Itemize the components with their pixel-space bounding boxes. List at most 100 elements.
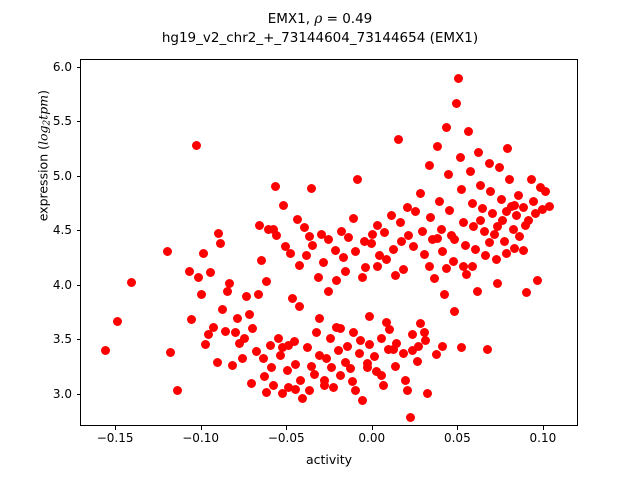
y-tick-label: 5.5	[52, 114, 72, 129]
data-point	[438, 342, 448, 352]
data-point	[265, 341, 275, 351]
data-point	[465, 166, 475, 176]
data-point	[472, 286, 482, 296]
data-point	[251, 346, 261, 356]
data-point	[364, 311, 374, 321]
data-point	[351, 247, 361, 257]
data-point	[515, 232, 525, 242]
data-point	[484, 237, 494, 247]
ylabel-suffix: )	[35, 89, 51, 95]
data-point	[424, 161, 434, 171]
data-point	[375, 250, 385, 260]
data-point	[349, 328, 359, 338]
data-point	[464, 127, 474, 137]
data-point	[522, 287, 532, 297]
data-point	[440, 289, 450, 299]
data-point	[306, 184, 316, 194]
data-point	[224, 279, 234, 289]
data-point	[166, 347, 176, 357]
data-point	[101, 345, 111, 355]
data-point	[287, 294, 297, 304]
y-tick-mark	[76, 230, 80, 232]
data-point	[193, 272, 203, 282]
data-point	[457, 185, 467, 195]
data-point	[373, 221, 383, 231]
data-point	[388, 344, 398, 354]
data-point	[275, 351, 285, 361]
data-point	[291, 359, 301, 369]
data-point	[284, 341, 294, 351]
data-point	[260, 371, 270, 381]
data-point	[286, 248, 296, 258]
data-point	[203, 330, 213, 340]
data-point	[496, 195, 506, 205]
data-point	[484, 159, 494, 169]
data-point	[269, 224, 279, 234]
data-point	[429, 273, 439, 283]
data-point	[284, 382, 294, 392]
data-point	[388, 245, 398, 255]
x-tick-mark	[371, 426, 373, 430]
data-point	[474, 148, 484, 158]
data-point	[346, 364, 356, 374]
data-point	[339, 252, 349, 262]
data-point	[358, 272, 367, 282]
data-point	[351, 385, 361, 395]
data-point	[486, 187, 496, 197]
data-point	[289, 336, 299, 346]
data-point	[217, 305, 227, 315]
y-tick-mark	[76, 121, 80, 123]
data-point	[541, 187, 551, 197]
data-point	[445, 206, 455, 215]
data-point	[513, 190, 523, 200]
data-point	[241, 292, 251, 302]
data-point	[458, 218, 468, 227]
data-point	[231, 328, 241, 338]
data-point	[361, 262, 371, 272]
data-point	[311, 328, 321, 338]
y-tick-mark	[76, 339, 80, 341]
data-point	[477, 203, 487, 213]
data-point	[323, 235, 333, 245]
data-point	[431, 349, 441, 359]
data-point	[320, 380, 330, 390]
ylabel-prefix: expression (	[35, 145, 51, 222]
data-point	[258, 354, 268, 364]
data-point	[460, 240, 470, 250]
data-point	[327, 363, 337, 373]
data-point	[245, 309, 255, 319]
data-point	[186, 315, 196, 325]
data-point	[380, 227, 390, 237]
y-tick-label: 4.0	[52, 277, 72, 292]
data-point	[197, 289, 207, 299]
ylabel-math-sub: 2	[42, 119, 53, 126]
data-point	[409, 241, 419, 251]
data-point	[423, 389, 433, 399]
data-point	[469, 222, 479, 232]
data-point	[342, 342, 352, 352]
data-point	[503, 143, 513, 153]
data-point	[448, 257, 458, 267]
y-tick-mark	[76, 66, 80, 68]
data-point	[263, 224, 273, 234]
data-point	[455, 152, 465, 162]
data-point	[267, 363, 277, 373]
title-gene-prefix: EMX1,	[267, 11, 315, 27]
data-point	[481, 250, 491, 260]
title-rho-symbol: ρ	[314, 11, 323, 27]
data-point	[510, 200, 520, 210]
data-point	[381, 255, 391, 265]
data-point	[323, 286, 333, 296]
data-point	[238, 354, 248, 364]
data-point	[426, 212, 436, 222]
data-point	[299, 223, 309, 233]
data-point	[518, 246, 528, 256]
data-point	[281, 241, 290, 251]
x-tick-label: 0.00	[358, 431, 386, 445]
data-point	[435, 197, 445, 207]
data-point	[262, 388, 272, 398]
data-point	[450, 307, 460, 317]
data-point	[532, 275, 542, 285]
x-tick-label: −0.05	[267, 431, 305, 445]
data-point	[354, 348, 364, 358]
